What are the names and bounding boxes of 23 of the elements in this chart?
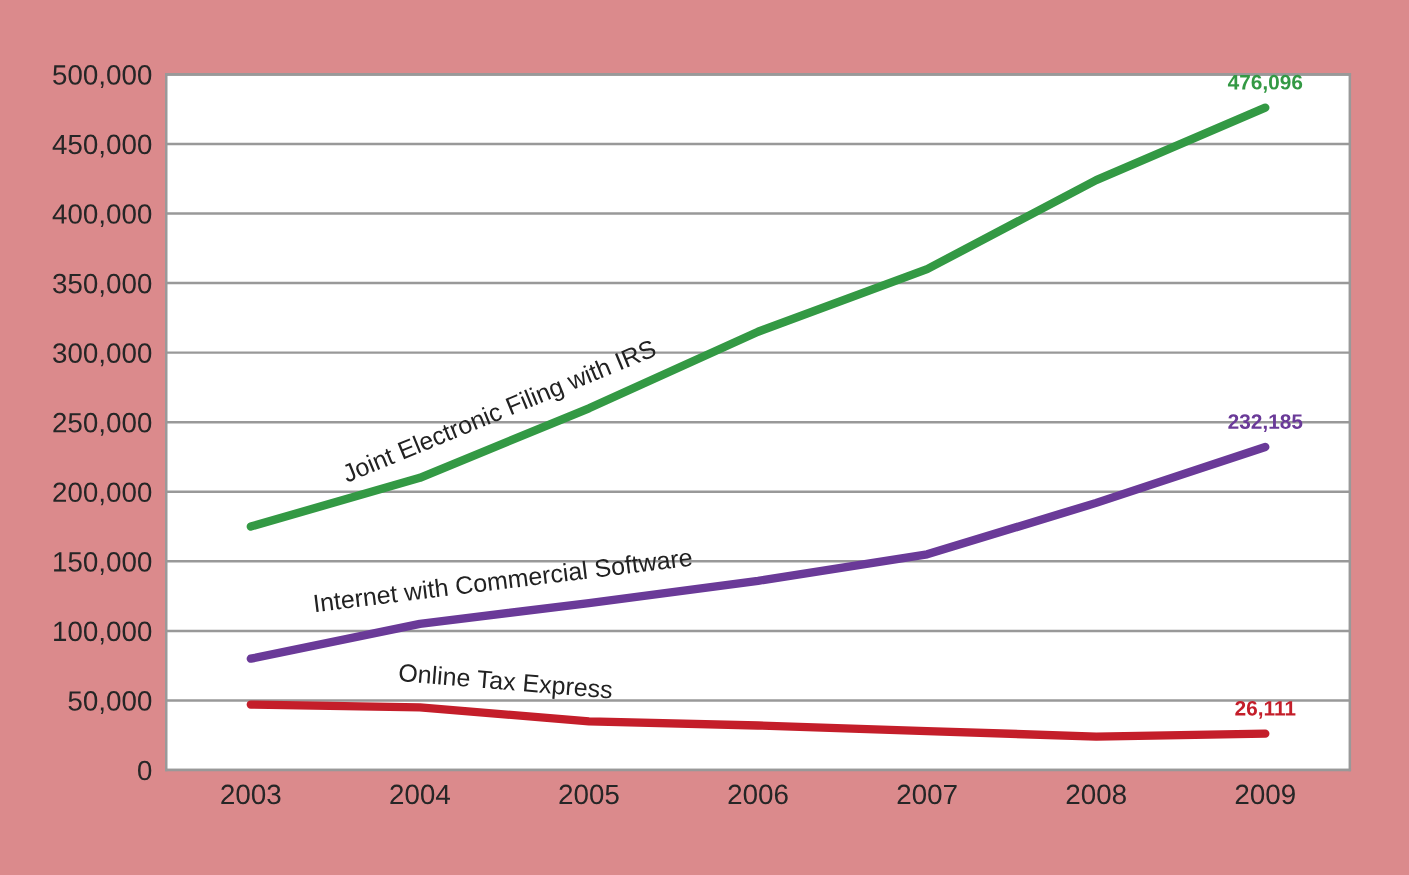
x-tick-label: 2005 — [559, 784, 619, 805]
y-tick-label: 500,000 — [53, 65, 152, 88]
x-tick-label: 2006 — [728, 784, 788, 805]
y-tick-label: 450,000 — [52, 134, 152, 158]
y-tick-label: 400,000 — [52, 204, 152, 228]
y-tick-label: 250,000 — [53, 412, 152, 436]
y-tick-label: 300,000 — [53, 343, 152, 367]
x-tick-label: 2003 — [221, 784, 281, 805]
y-tick-label: 350,000 — [53, 273, 152, 297]
x-tick-label: 2004 — [390, 784, 450, 805]
series-label: Online Tax Express — [398, 662, 613, 704]
data-label: 476,096 — [1227, 74, 1303, 93]
text: Internet with Commercial Software — [314, 547, 693, 613]
y-tick-label: 100,000 — [54, 621, 152, 645]
data-label: 26,111 — [1235, 700, 1296, 719]
y-tick-label: 150,000 — [54, 551, 152, 575]
y-tick-label: 200,000 — [53, 482, 152, 506]
y-tick-label: 50,000 — [68, 691, 152, 715]
y-tick-label: 0 — [138, 760, 152, 781]
x-tick-label: 2007 — [897, 784, 957, 805]
x-tick-label: 2008 — [1066, 784, 1126, 805]
x-tick-label: 2009 — [1235, 784, 1295, 805]
data-label: 232,185 — [1228, 414, 1303, 432]
